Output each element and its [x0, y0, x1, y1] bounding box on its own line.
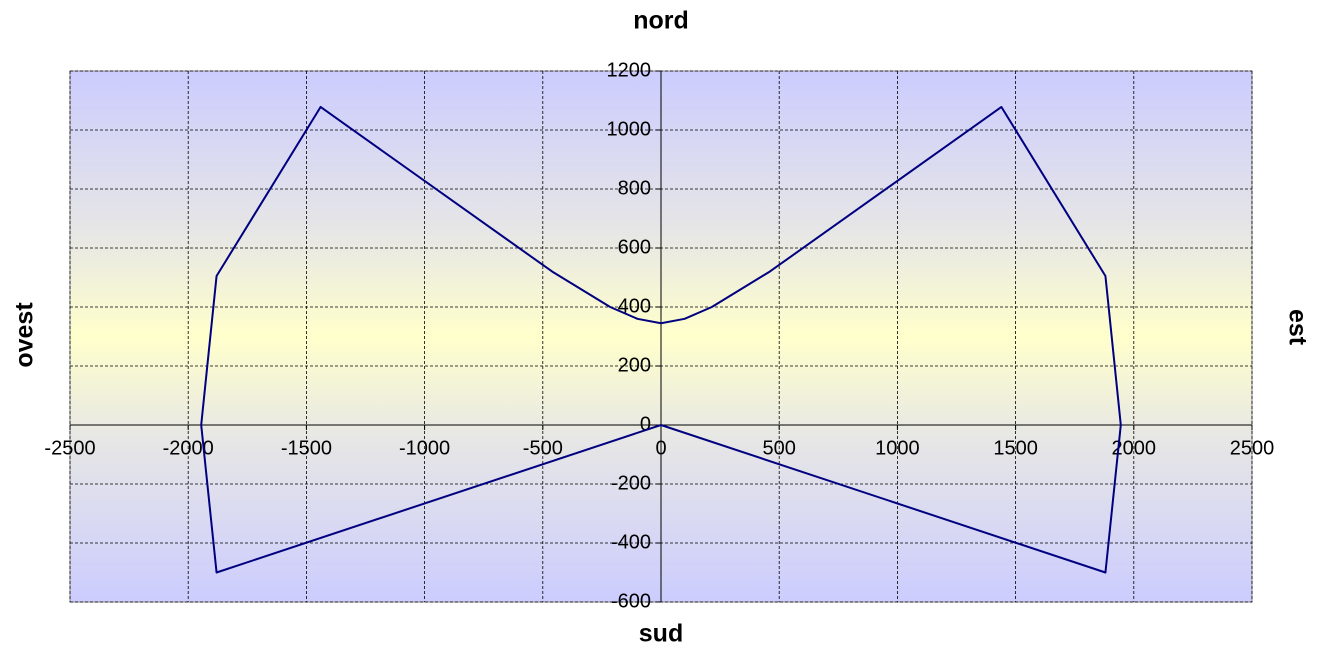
x-tick-label: 500 [763, 437, 796, 459]
y-tick-label: 800 [618, 177, 651, 199]
x-tick-label: -2500 [44, 437, 95, 459]
y-tick-label: -600 [611, 590, 651, 612]
x-tick-label: 2500 [1230, 437, 1275, 459]
x-tick-label: -1500 [281, 437, 332, 459]
y-tick-label: 0 [640, 413, 651, 435]
x-tick-label: -2000 [163, 437, 214, 459]
x-tick-label: 1500 [993, 437, 1038, 459]
y-tick-label: 600 [618, 236, 651, 258]
left-axis-title: ovest [11, 302, 39, 368]
x-tick-label: -500 [523, 437, 563, 459]
right-axis-title: est [1283, 309, 1311, 346]
x-tick-label: 2000 [1112, 437, 1157, 459]
bottom-axis-title: sud [639, 620, 683, 648]
y-tick-label: 400 [618, 295, 651, 317]
x-tick-label: -1000 [399, 437, 450, 459]
y-tick-label: 1000 [607, 118, 652, 140]
y-tick-label: 1200 [607, 59, 652, 81]
y-tick-label: -400 [611, 531, 651, 553]
data-line [200, 105, 1122, 574]
chart-title: nord [633, 7, 689, 35]
x-tick-label: 1000 [875, 437, 920, 459]
y-tick-label: 200 [618, 354, 651, 376]
y-tick-label: -200 [611, 472, 651, 494]
